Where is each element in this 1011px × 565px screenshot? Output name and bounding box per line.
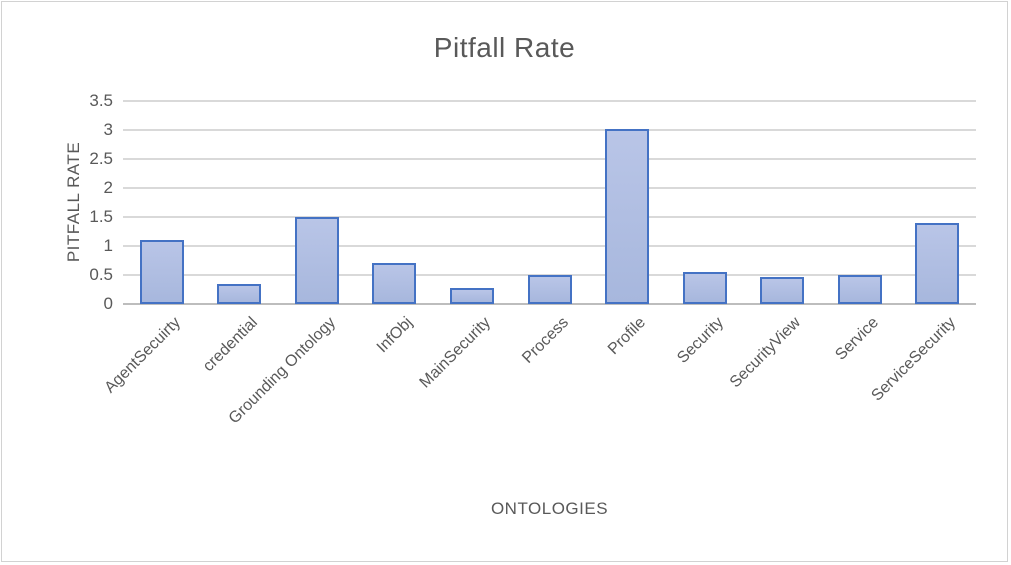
bar (140, 240, 184, 304)
gridline (123, 216, 976, 218)
bar (683, 272, 727, 304)
bar (528, 275, 572, 304)
x-axis-category-label: InfObj (374, 314, 417, 357)
x-axis-category-label: Security (673, 314, 727, 367)
x-axis-category-label: SecurityView (726, 314, 805, 392)
gridline (123, 245, 976, 247)
y-axis-tick-label: 0 (103, 294, 113, 313)
bar (838, 275, 882, 304)
x-axis-category-label: ServiceSecurity (868, 314, 960, 405)
gridline (123, 100, 976, 102)
y-axis-tick-label: 0.5 (89, 265, 113, 284)
bar (605, 129, 649, 304)
x-axis-category-label: Profile (604, 314, 650, 359)
x-axis-category-label: Grounding Ontology (225, 314, 339, 428)
y-axis-tick-label: 1 (103, 236, 113, 255)
y-axis-tick-label: 3 (103, 120, 113, 139)
x-axis-category-label: Service (831, 314, 882, 364)
x-axis-category-label: Process (518, 314, 572, 367)
bar (915, 223, 959, 304)
bar (372, 263, 416, 304)
x-axis-title: ONTOLOGIES (490, 499, 609, 518)
bar (450, 288, 494, 304)
x-axis-category-label: MainSecurity (416, 314, 494, 392)
y-axis-tick-label: 3.5 (89, 91, 113, 110)
y-axis-tick-label: 2 (103, 178, 113, 197)
gridline (123, 158, 976, 160)
y-axis-tick-label: 1.5 (89, 207, 113, 226)
bar (217, 284, 261, 304)
plot-area (123, 100, 976, 305)
x-axis-category-label: credential (200, 314, 262, 376)
gridline (123, 129, 976, 131)
chart-title: Pitfall Rate (433, 32, 576, 63)
x-axis-line (123, 303, 976, 305)
gridline (123, 187, 976, 189)
bar (295, 217, 339, 304)
x-axis-category-label: AgentSecuirty (101, 314, 184, 397)
bar (760, 277, 804, 304)
y-axis-tick-label: 2.5 (89, 149, 113, 168)
